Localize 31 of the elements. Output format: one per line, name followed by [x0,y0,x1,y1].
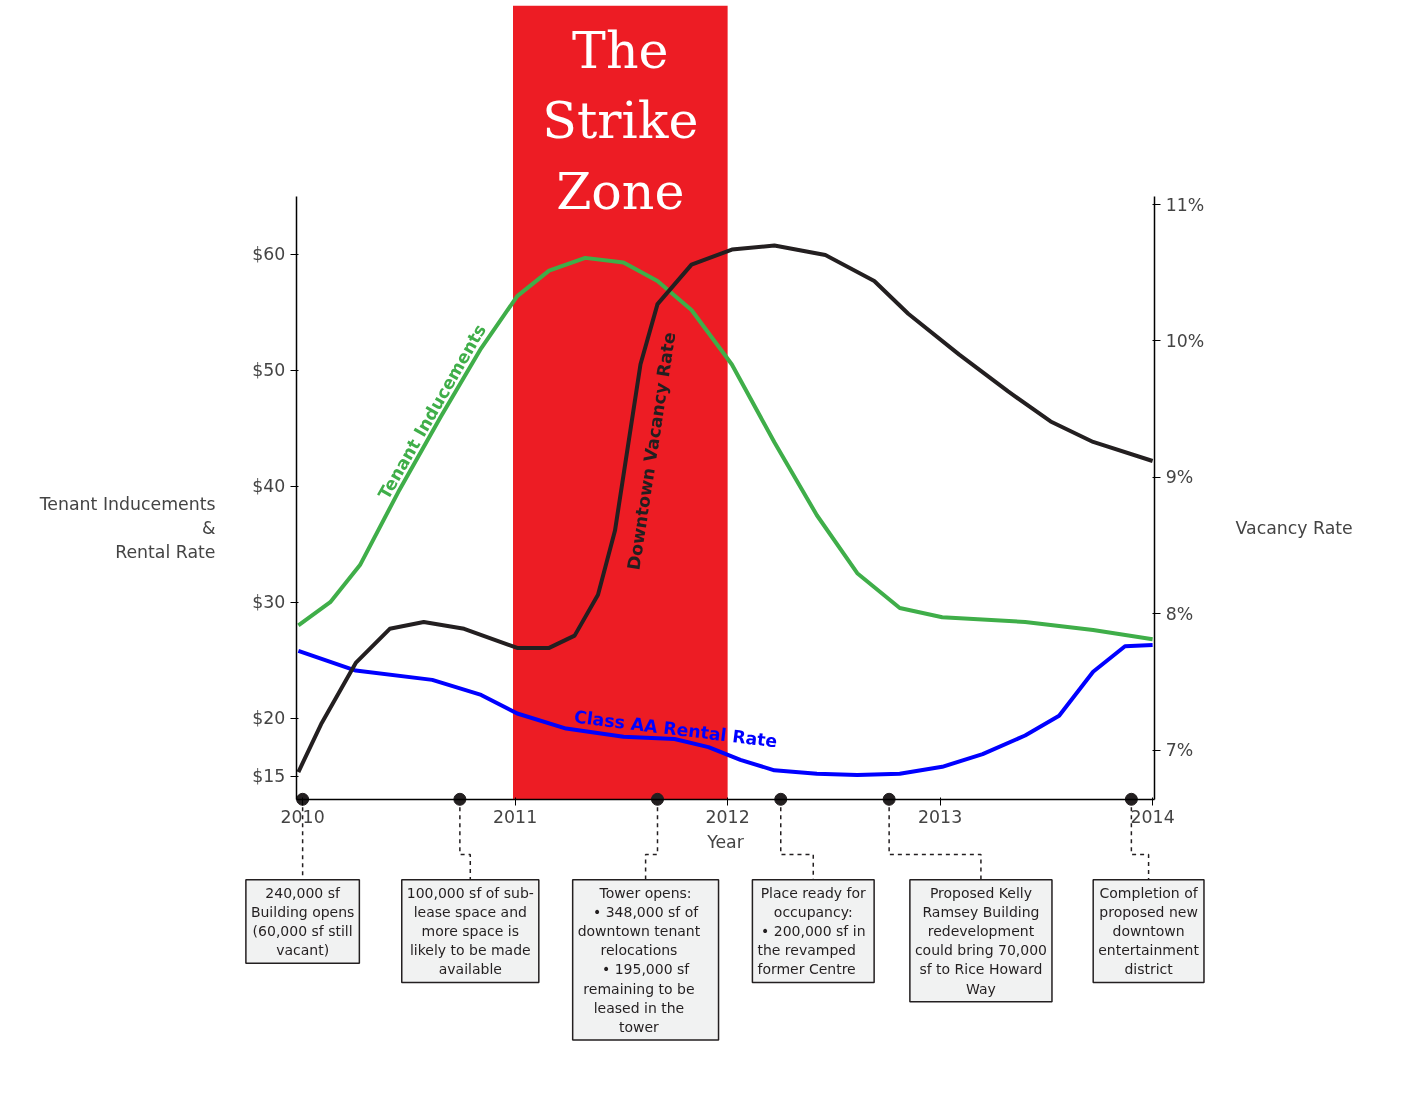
y2-tick-label: 11% [1165,194,1205,215]
y-tick-label: $40 [252,476,286,497]
x-tick-label: 2014 [1130,807,1175,828]
y2-tick-label: 10% [1165,331,1205,351]
y-tick-label: $60 [252,244,286,265]
y-tick-label: $20 [252,708,286,729]
y-axis-title: Tenant Inducements & Rental Rate [38,494,216,562]
y2-tick-label: 7% [1165,740,1194,761]
text: Class AA Rental Rate [573,706,779,752]
annotation: Tower opens: • 348,000 sf of downtown tenant relocations • 195,000 sf remaining to be leased in the tower [577,884,701,1036]
x-tick-label: 2010 [280,807,325,828]
annotation: Place ready for occupancy: • 200,000 sf in the revamped former Centre [757,884,867,978]
y2-axis-title: Vacancy Rate [1235,518,1353,538]
annotation: 240,000 sf Building opens (60,000 sf still vacant) [250,884,355,959]
x-axis-title: Year [706,831,745,852]
x-tick-label: 2012 [705,807,750,828]
band-label: The Strike Zone [542,20,699,222]
y-tick-label: $30 [252,592,286,613]
line-series [296,643,1155,777]
line-series [296,243,1155,775]
text: Downtown Vacancy Rate [623,330,680,572]
annotation: 100,000 sf of sub-lease space and more space is likely to be made available [406,884,534,978]
annotation: Proposed Kelly Ramsey Building redevelopment could bring 70,000 sf to Rice Howard Way [914,884,1047,997]
x-tick-label: 2011 [493,807,538,828]
y2-tick-label: 9% [1165,467,1194,488]
y2-tick-label: 8% [1165,603,1194,624]
line-series [296,255,1155,642]
x-tick-label: 2013 [918,807,963,828]
y-tick-label: $50 [252,360,286,381]
annotation: Completion of proposed new downtown entertainment district [1098,884,1200,978]
y-tick-label: $15 [252,766,286,787]
